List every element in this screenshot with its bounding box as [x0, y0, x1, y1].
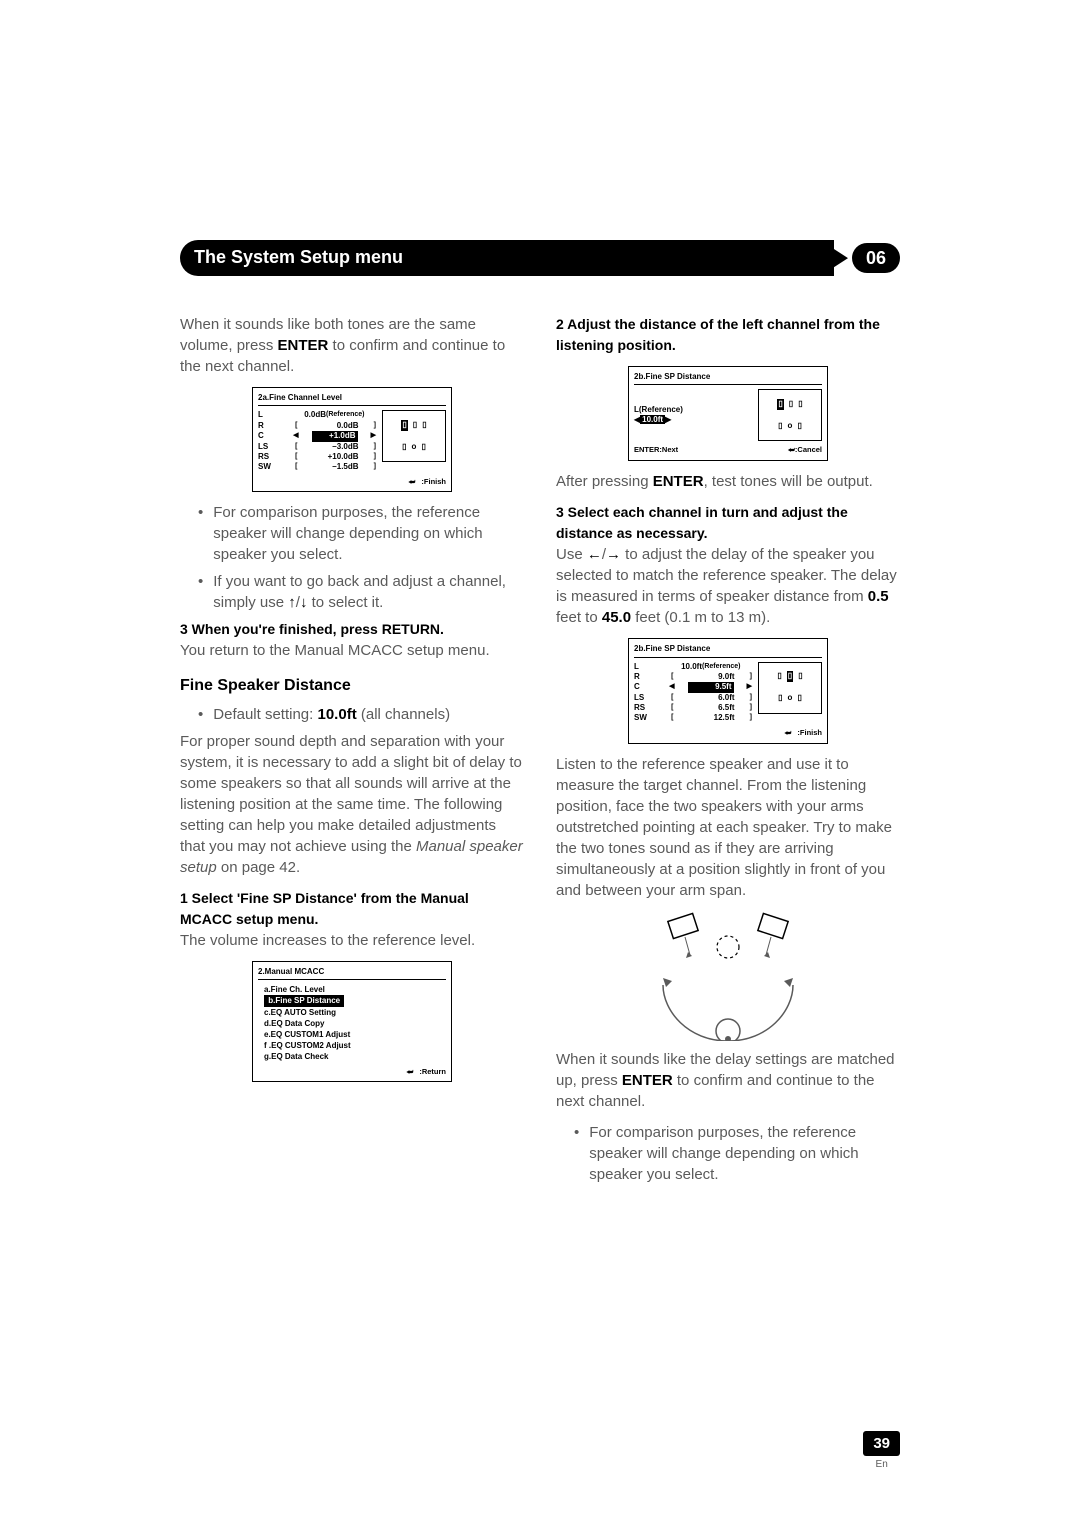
bullet-text: For comparison purposes, the reference s… — [213, 502, 524, 565]
bullet-text: For comparison purposes, the reference s… — [589, 1122, 900, 1185]
ref-value: 10.0ft — [640, 415, 665, 424]
bullet: •Default setting: 10.0ft (all channels) — [198, 704, 524, 725]
osd-fine-channel-level: 2a.Fine Channel Level L0.0dB (Reference)… — [252, 387, 452, 492]
step-3-body: Use ←/→ to adjust the delay of the speak… — [556, 546, 897, 626]
finish-label: :Finish — [421, 477, 446, 487]
chapter-header: The System Setup menu 06 — [180, 240, 900, 276]
step-3-heading: 3 When you're finished, press RETURN. — [180, 621, 444, 637]
cancel-label: ⮨:Cancel — [788, 445, 822, 455]
osd-menu-list: a.Fine Ch. Level b.Fine SP Distance c.EQ… — [258, 984, 446, 1062]
step-1-heading: 1 Select 'Fine SP Distance' from the Man… — [180, 890, 469, 927]
ref-label: L(Reference) — [634, 405, 752, 415]
bullet: •For comparison purposes, the reference … — [198, 502, 524, 565]
osd-title: 2b.Fine SP Distance — [634, 644, 822, 657]
paragraph: Listen to the reference speaker and use … — [556, 754, 900, 901]
chapter-number: 06 — [852, 243, 900, 273]
return-label: :Return — [419, 1067, 446, 1077]
page-number-value: 39 — [863, 1431, 900, 1456]
osd-speaker-grid: ▯▯▯ ▯o▯ — [758, 662, 822, 714]
osd-speaker-grid: ▯▯▯ ▯o▯ — [758, 389, 822, 441]
osd-rows: L0.0dB (Reference)R[ 0.0dB ]C◀+1.0dB▶LS[… — [258, 410, 376, 472]
osd-footer: ⮨:Return — [258, 1067, 446, 1077]
paragraph: For proper sound depth and separation wi… — [180, 731, 524, 878]
osd-footer: ⮨:Finish — [634, 728, 822, 738]
step-1-body: The volume increases to the reference le… — [180, 932, 475, 949]
step-3-body: You return to the Manual MCACC setup men… — [180, 642, 490, 659]
osd-footer: ENTER:Next ⮨:Cancel — [634, 445, 822, 455]
chapter-title: The System Setup menu — [180, 240, 834, 276]
left-column: When it sounds like both tones are the s… — [180, 314, 524, 1191]
osd-fine-sp-distance-ref: 2b.Fine SP Distance L(Reference) ◀10.0ft… — [628, 366, 828, 461]
enter-label: ENTER — [278, 337, 329, 354]
step-2-heading: 2 Adjust the distance of the left channe… — [556, 316, 880, 353]
osd-footer: ⮨:Finish — [258, 477, 446, 487]
finish-label: :Finish — [797, 728, 822, 738]
step-3-heading: 3 Select each channel in turn and adjust… — [556, 504, 848, 541]
page-number: 39 En — [863, 1431, 900, 1472]
bullet-text: Default setting: 10.0ft (all channels) — [213, 704, 450, 725]
osd-rows: L10.0ft (Reference)R[ 9.0ft ]C◀9.5ft▶LS[… — [634, 662, 752, 724]
paragraph: After pressing ENTER, test tones will be… — [556, 471, 900, 492]
osd-title: 2.Manual MCACC — [258, 967, 446, 980]
osd-fine-sp-distance: 2b.Fine SP Distance L10.0ft (Reference)R… — [628, 638, 828, 743]
section-heading: Fine Speaker Distance — [180, 675, 524, 697]
listening-diagram — [628, 911, 828, 1041]
page-content: When it sounds like both tones are the s… — [180, 314, 900, 1191]
osd-title: 2a.Fine Channel Level — [258, 393, 446, 406]
intro-text: When it sounds like both tones are the s… — [180, 314, 524, 377]
osd-title: 2b.Fine SP Distance — [634, 372, 822, 385]
right-column: 2 Adjust the distance of the left channe… — [556, 314, 900, 1191]
bullet: •For comparison purposes, the reference … — [574, 1122, 900, 1185]
next-label: ENTER:Next — [634, 445, 678, 455]
osd-manual-mcacc: 2.Manual MCACC a.Fine Ch. Level b.Fine S… — [252, 961, 452, 1082]
bullet: •If you want to go back and adjust a cha… — [198, 571, 524, 613]
bullet-text: If you want to go back and adjust a chan… — [213, 571, 524, 613]
page-language: En — [863, 1458, 900, 1472]
paragraph: When it sounds like the delay settings a… — [556, 1049, 900, 1112]
osd-ref: L(Reference) ◀10.0ft▶ — [634, 389, 752, 441]
osd-speaker-grid: ▯▯▯ ▯o▯ — [382, 410, 446, 462]
